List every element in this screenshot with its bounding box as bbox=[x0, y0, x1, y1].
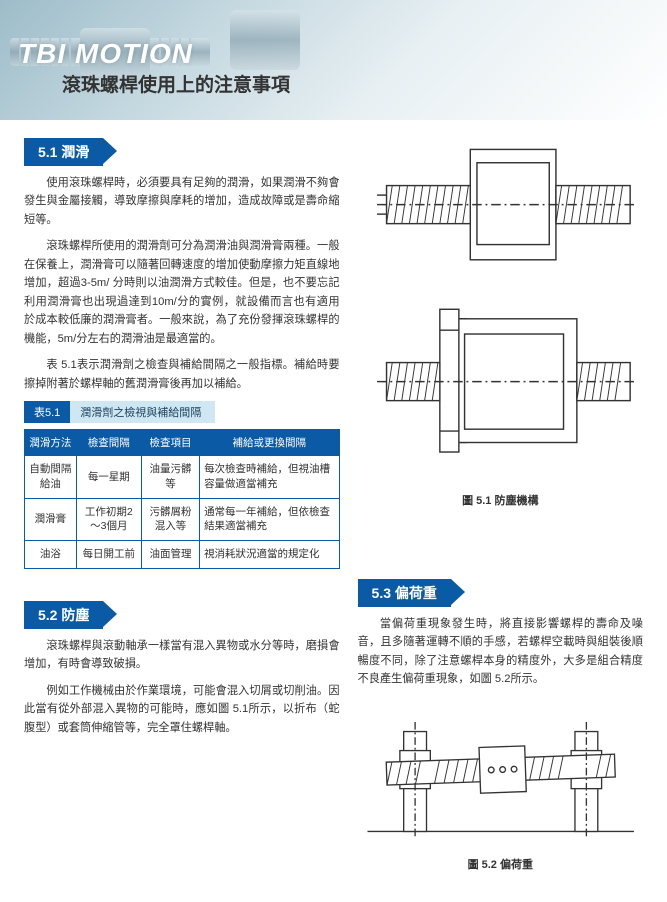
left-column: 5.1 潤滑 使用滾珠螺桿時，必須要具有足夠的潤滑，如果潤滑不夠會發生與金屬接觸… bbox=[24, 138, 340, 569]
table-cell: 污髒屑粉混入等 bbox=[141, 498, 199, 540]
page-header: TBI MOTION 滾珠螺桿使用上的注意事項 bbox=[0, 0, 667, 120]
sec51-para-3: 表 5.1表示潤滑劑之檢查與補給間隔之一般指標。補給時要擦掉附著於螺桿軸的舊潤滑… bbox=[24, 356, 340, 393]
table-5-1: 潤滑方法 檢查間隔 檢查項目 補給或更換間隔 自動間隔給油 每一星期 油量污髒等… bbox=[24, 429, 340, 568]
content-upper: 5.1 潤滑 使用滾珠螺桿時，必須要具有足夠的潤滑，如果潤滑不夠會發生與金屬接觸… bbox=[0, 120, 667, 579]
section-5-2: 5.2 防塵 滾珠螺桿與滾動軸承一樣當有混入異物或水分等時，磨損會增加，有時會導… bbox=[24, 601, 340, 873]
table-5-1-caption: 潤滑劑之檢視與補給間隔 bbox=[70, 401, 215, 423]
sec52-para-1: 滾珠螺桿與滾動軸承一樣當有混入異物或水分等時，磨損會增加，有時會導致破損。 bbox=[24, 637, 340, 674]
table-row: 油浴 每日開工前 油面管理 視消耗狀況適當的規定化 bbox=[25, 541, 340, 569]
section-5-3: 5.3 偏荷重 當偏荷重現象發生時，將直接影響螺桿的壽命及噪音，且多隨著運轉不順… bbox=[358, 579, 643, 873]
table-cell: 工作初期2～3個月 bbox=[76, 498, 141, 540]
content-lower: 5.2 防塵 滾珠螺桿與滾動軸承一樣當有混入異物或水分等時，磨損會增加，有時會導… bbox=[0, 579, 667, 893]
table-cell: 每次檢查時補給，但視油槽容量做適當補充 bbox=[200, 456, 339, 498]
figure-5-1-caption: 圖 5.1 防塵機構 bbox=[358, 492, 643, 508]
table-cell: 視消耗狀況適當的規定化 bbox=[200, 541, 339, 569]
section-5-3-tab: 5.3 偏荷重 bbox=[358, 579, 451, 607]
table-cell: 油面管理 bbox=[141, 541, 199, 569]
table-row: 潤滑膏 工作初期2～3個月 污髒屑粉混入等 通常每一年補給，但依檢查結果適當補充 bbox=[25, 498, 340, 540]
table-cell: 通常每一年補給，但依檢查結果適當補充 bbox=[200, 498, 339, 540]
table-cell: 每日開工前 bbox=[76, 541, 141, 569]
sec51-para-1: 使用滾珠螺桿時，必須要具有足夠的潤滑，如果潤滑不夠會發生與金屬接觸，導致摩擦與摩… bbox=[24, 174, 340, 229]
page-title: 滾珠螺桿使用上的注意事項 bbox=[62, 70, 290, 97]
table-cell: 潤滑膏 bbox=[25, 498, 77, 540]
figure-5-1-dustproof bbox=[358, 138, 643, 481]
table-header: 檢查間隔 bbox=[76, 430, 141, 456]
table-header: 補給或更換間隔 bbox=[200, 430, 339, 456]
table-cell: 每一星期 bbox=[76, 456, 141, 498]
figure-5-2-offset-load bbox=[358, 703, 643, 846]
right-column: 圖 5.1 防塵機構 bbox=[358, 138, 643, 569]
brand-logo-text: TBI MOTION bbox=[18, 38, 193, 70]
sec52-para-2: 例如工作機械由於作業環境，可能會混入切屑或切削油。因此當有從外部混入異物的可能時… bbox=[24, 682, 340, 737]
table-header: 檢查項目 bbox=[141, 430, 199, 456]
section-5-2-tab: 5.2 防塵 bbox=[24, 601, 103, 629]
sec51-para-2: 滾珠螺桿所使用的潤滑劑可分為潤滑油與潤滑膏兩種。一般在保養上，潤滑膏可以隨著回轉… bbox=[24, 237, 340, 348]
section-5-1-tab: 5.1 潤滑 bbox=[24, 138, 103, 166]
table-cell: 自動間隔給油 bbox=[25, 456, 77, 498]
table-row: 自動間隔給油 每一星期 油量污髒等 每次檢查時補給，但視油槽容量做適當補充 bbox=[25, 456, 340, 498]
table-5-1-tag: 表5.1 bbox=[24, 401, 70, 423]
table-cell: 油浴 bbox=[25, 541, 77, 569]
table-5-1-title: 表5.1 潤滑劑之檢視與補給間隔 bbox=[24, 401, 340, 423]
table-header-row: 潤滑方法 檢查間隔 檢查項目 補給或更換間隔 bbox=[25, 430, 340, 456]
figure-5-2-caption: 圖 5.2 偏荷重 bbox=[358, 856, 643, 872]
table-header: 潤滑方法 bbox=[25, 430, 77, 456]
table-cell: 油量污髒等 bbox=[141, 456, 199, 498]
sec53-para-1: 當偏荷重現象發生時，將直接影響螺桿的壽命及噪音，且多隨著運轉不順的手感，若螺桿空… bbox=[358, 615, 643, 689]
